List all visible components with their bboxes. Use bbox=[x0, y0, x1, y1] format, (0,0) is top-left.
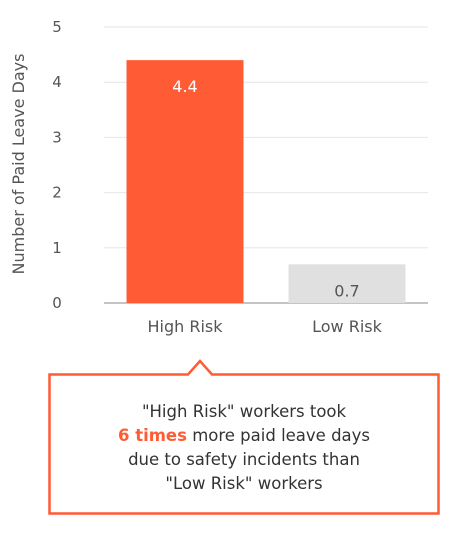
callout-line-3: due to safety incidents than bbox=[128, 450, 360, 469]
data-label: 4.4 bbox=[172, 77, 197, 96]
x-tick-label: Low Risk bbox=[312, 317, 382, 336]
insight-callout: "High Risk" workers took 6 times more pa… bbox=[48, 359, 440, 515]
callout-line-4: "Low Risk" workers bbox=[165, 474, 323, 493]
y-tick-label: 0 bbox=[52, 294, 62, 312]
y-axis-label: Number of Paid Leave Days bbox=[9, 54, 28, 275]
callout-highlight: 6 times bbox=[117, 426, 187, 445]
x-tick-label: High Risk bbox=[147, 317, 223, 336]
callout-line-2-rest: more paid leave days bbox=[186, 426, 371, 445]
y-tick-label: 5 bbox=[52, 18, 62, 36]
bar-chart: Number of Paid Leave Days 0 1 2 3 4 5 4.4 High … bbox=[9, 18, 428, 336]
y-tick-label: 2 bbox=[52, 184, 62, 202]
y-tick-label: 1 bbox=[52, 239, 62, 257]
callout-line-2: 6 times more paid leave days bbox=[62, 424, 426, 448]
bar bbox=[126, 60, 244, 304]
y-tick-label: 3 bbox=[52, 128, 62, 146]
data-label: 0.7 bbox=[334, 281, 359, 300]
callout-text: "High Risk" workers took 6 times more pa… bbox=[62, 400, 426, 496]
callout-line-1: "High Risk" workers took bbox=[141, 402, 347, 421]
y-tick-label: 4 bbox=[52, 73, 62, 91]
bar bbox=[288, 264, 406, 303]
callout-border bbox=[48, 359, 440, 515]
